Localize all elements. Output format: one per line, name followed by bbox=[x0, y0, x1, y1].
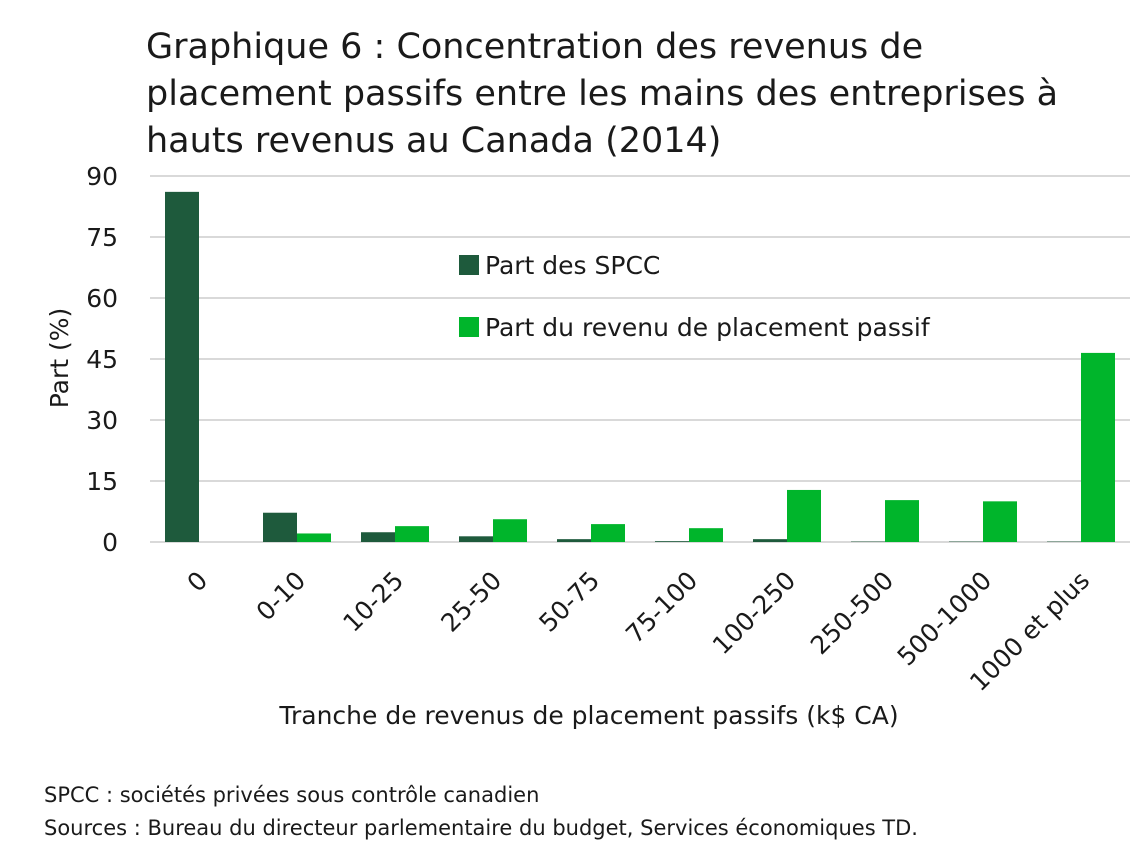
bar-spcc-2 bbox=[361, 532, 395, 542]
legend-label-1: Part du revenu de placement passif bbox=[485, 313, 931, 342]
x-tick-label: 0 bbox=[181, 566, 213, 598]
y-axis-ticks: 0 15 30 45 60 75 90 bbox=[86, 162, 118, 557]
bar-revenu-3 bbox=[493, 519, 527, 542]
bar-revenu-7 bbox=[885, 500, 919, 542]
bar-spcc-5 bbox=[655, 541, 689, 542]
footnote-sources: Sources : Bureau du directeur parlementa… bbox=[44, 816, 918, 840]
x-tick-label: 0-10 bbox=[251, 566, 312, 627]
y-tick-label: 75 bbox=[86, 223, 118, 252]
x-tick-label: 75-100 bbox=[620, 566, 703, 649]
bar-revenu-6 bbox=[787, 489, 821, 542]
bar-revenu-5 bbox=[689, 528, 723, 542]
x-tick-label: 50-75 bbox=[533, 566, 605, 638]
bar-revenu-9 bbox=[1081, 352, 1115, 542]
x-tick-label: 25-50 bbox=[435, 566, 507, 638]
bar-revenu-8 bbox=[983, 501, 1017, 542]
y-tick-label: 0 bbox=[102, 528, 118, 557]
bar-spcc-1 bbox=[263, 512, 297, 542]
y-tick-label: 15 bbox=[86, 467, 118, 496]
gridlines bbox=[150, 175, 1130, 543]
legend-swatch-1 bbox=[459, 317, 479, 337]
bar-revenu-2 bbox=[395, 526, 429, 542]
footnote-abbreviation: SPCC : sociétés privées sous contrôle ca… bbox=[44, 783, 540, 807]
legend-label-0: Part des SPCC bbox=[485, 251, 660, 280]
y-tick-label: 60 bbox=[86, 284, 118, 313]
x-tick-label: 250-500 bbox=[805, 566, 899, 660]
bar-revenu-4 bbox=[591, 524, 625, 542]
bar-spcc-3 bbox=[459, 536, 493, 542]
legend-swatch-0 bbox=[459, 255, 479, 275]
y-tick-label: 90 bbox=[86, 162, 118, 191]
x-tick-label: 10-25 bbox=[337, 566, 409, 638]
x-tick-label: 100-250 bbox=[707, 566, 801, 660]
y-tick-label: 45 bbox=[86, 345, 118, 374]
y-axis-label: Part (%) bbox=[45, 308, 74, 409]
legend: Part des SPCC Part du revenu de placement… bbox=[459, 251, 931, 342]
chart-title: Graphique 6 : Concentration des revenus … bbox=[146, 27, 1059, 161]
x-axis-ticks: 0 0-10 10-25 25-50 50-75 75-100 100-250 250-500… bbox=[181, 566, 1095, 697]
x-tick-label: 500-1000 bbox=[892, 566, 998, 672]
bar-spcc-6 bbox=[753, 539, 787, 542]
x-axis-label: Tranche de revenus de placement passifs … bbox=[278, 701, 898, 730]
y-tick-label: 30 bbox=[86, 406, 118, 435]
bar-revenu-1 bbox=[297, 533, 331, 542]
bar-spcc-4 bbox=[557, 539, 591, 542]
bars bbox=[165, 191, 1115, 543]
bar-spcc-0 bbox=[165, 191, 199, 543]
